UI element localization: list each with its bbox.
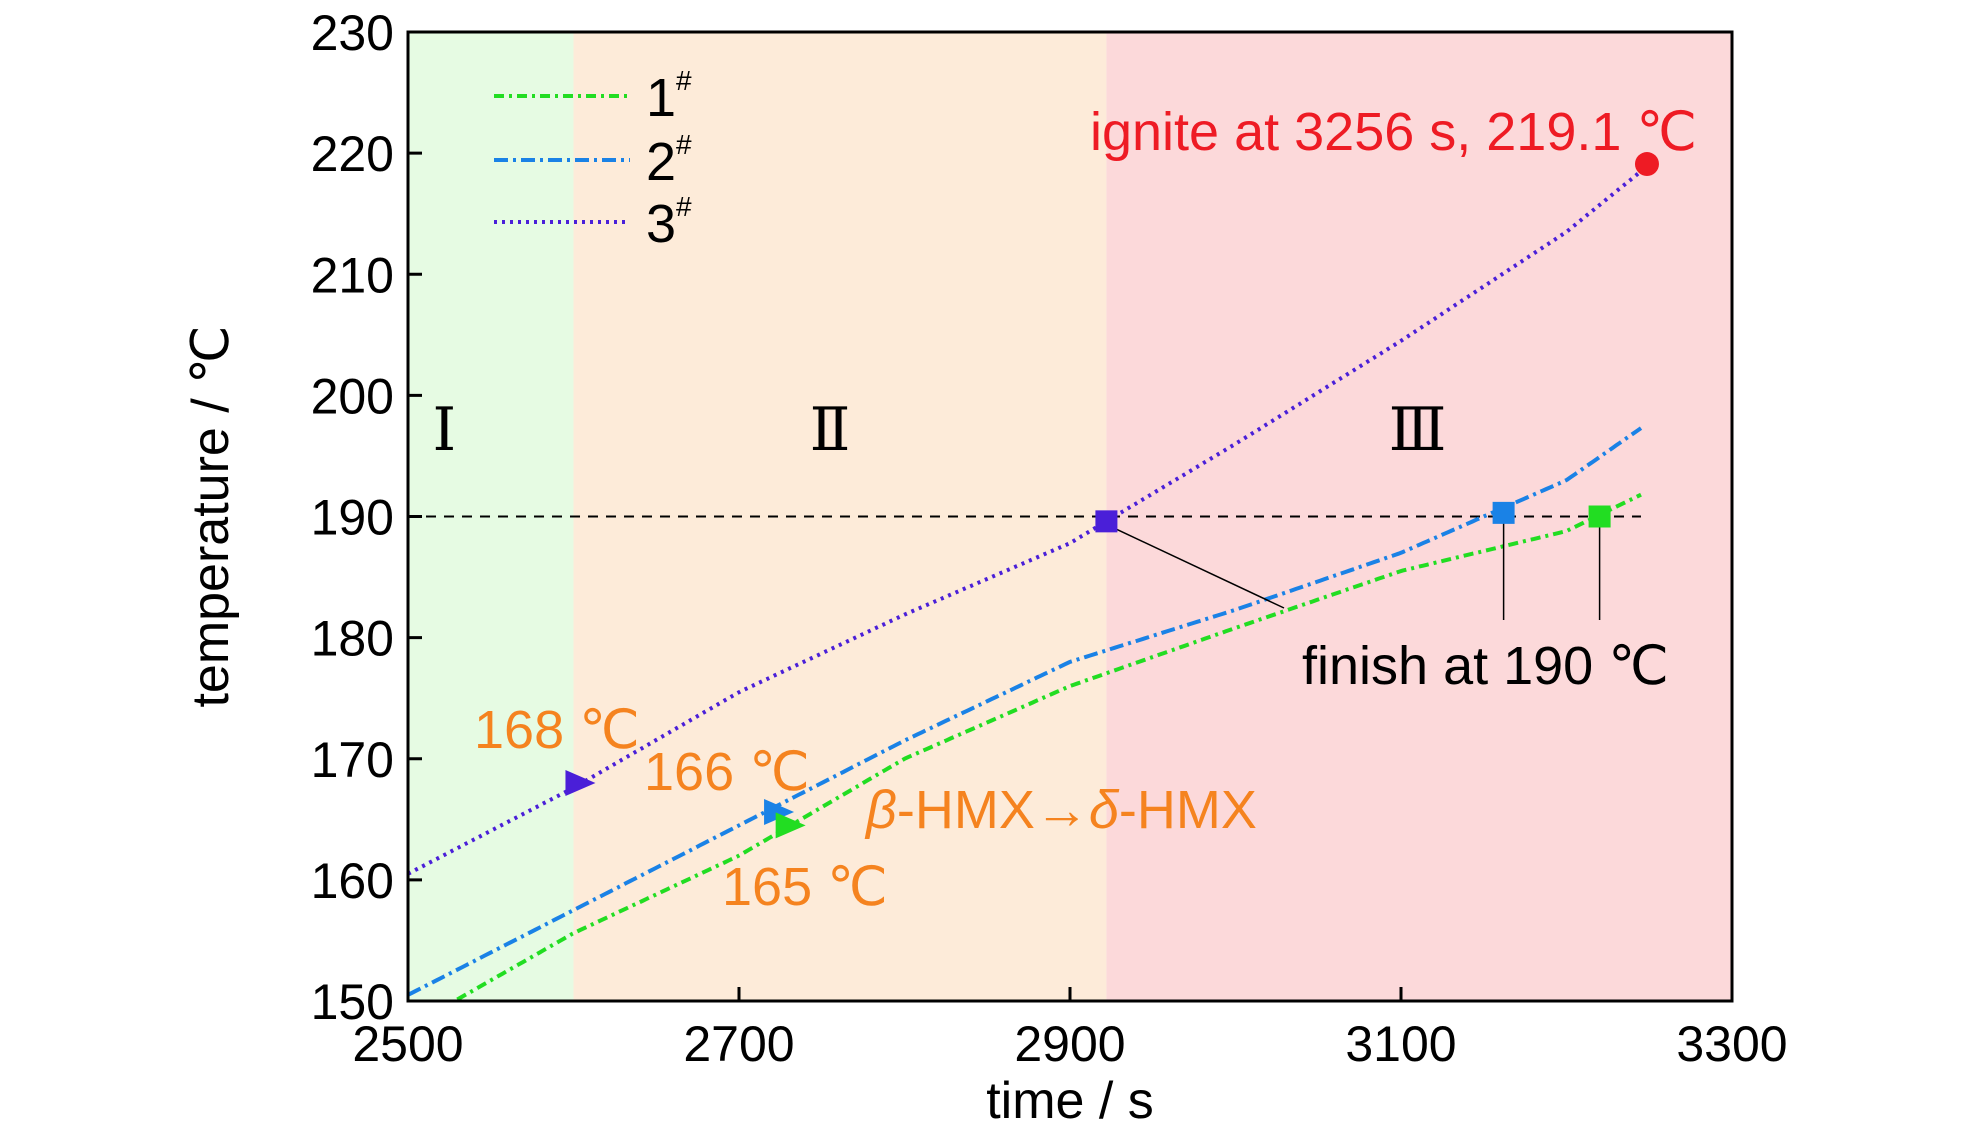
y-tick-label-190: 190 bbox=[311, 490, 394, 546]
x-tick-label-3300: 3300 bbox=[1676, 1016, 1787, 1072]
legend-label-1: 1# bbox=[646, 65, 692, 128]
series-line-1 bbox=[456, 492, 1642, 1002]
phase-regions bbox=[408, 32, 1732, 1001]
annotation-leader-lines bbox=[1112, 522, 1601, 620]
region-label-2: Ⅱ bbox=[810, 397, 851, 463]
series-line-2 bbox=[407, 426, 1643, 997]
annotation-166: 166 ℃ bbox=[644, 742, 810, 802]
triangle-marker-series-2 bbox=[764, 799, 795, 826]
square-marker-series-3 bbox=[1095, 510, 1118, 533]
x-tick-label-2500: 2500 bbox=[352, 1016, 463, 1072]
series-markers bbox=[565, 152, 1659, 839]
axis-ticks: 2500 2700 2900 3100 3300 150 160 170 180 190 200 21… bbox=[311, 5, 1788, 1072]
y-axis-title: temperature / ℃ bbox=[182, 325, 240, 707]
y-tick-label-160: 160 bbox=[311, 853, 394, 909]
x-tick-label-2700: 2700 bbox=[683, 1016, 794, 1072]
x-tick-label-2900: 2900 bbox=[1014, 1016, 1125, 1072]
triangle-marker-series-3 bbox=[565, 769, 596, 796]
y-tick-label-200: 200 bbox=[311, 368, 394, 424]
square-marker-series-2 bbox=[1492, 501, 1515, 524]
y-tick-label-170: 170 bbox=[311, 732, 394, 788]
y-tick-label-150: 150 bbox=[311, 974, 394, 1030]
square-marker-series-1 bbox=[1588, 505, 1611, 528]
region-label-1: Ⅰ bbox=[433, 397, 457, 463]
y-tick-label-180: 180 bbox=[311, 611, 394, 667]
series-lines bbox=[407, 169, 1643, 1002]
annotation-finish: finish at 190 ℃ bbox=[1302, 636, 1669, 696]
annotation-transition: β-HMX→δ-HMX bbox=[864, 780, 1257, 840]
circle-marker-series-3 bbox=[1634, 152, 1659, 177]
annotation-165: 165 ℃ bbox=[722, 857, 888, 917]
x-axis-title: time / s bbox=[986, 1072, 1154, 1130]
triangle-marker-series-1 bbox=[775, 812, 806, 839]
y-tick-label-210: 210 bbox=[311, 247, 394, 303]
finish-leader-1 bbox=[1112, 526, 1285, 609]
series-line-3 bbox=[407, 169, 1643, 876]
region-label-3: Ⅲ bbox=[1389, 397, 1447, 463]
annotation-ignite: ignite at 3256 s, 219.1 ℃ bbox=[1090, 102, 1697, 162]
y-tick-label-220: 220 bbox=[311, 126, 394, 182]
legend-label-3: 3# bbox=[646, 191, 692, 254]
x-tick-label-3100: 3100 bbox=[1345, 1016, 1456, 1072]
legend-label-2: 2# bbox=[646, 129, 692, 192]
annotation-168: 168 ℃ bbox=[474, 700, 640, 760]
legend: 1# 2# 3# bbox=[494, 65, 692, 254]
y-tick-label-230: 230 bbox=[311, 5, 394, 61]
